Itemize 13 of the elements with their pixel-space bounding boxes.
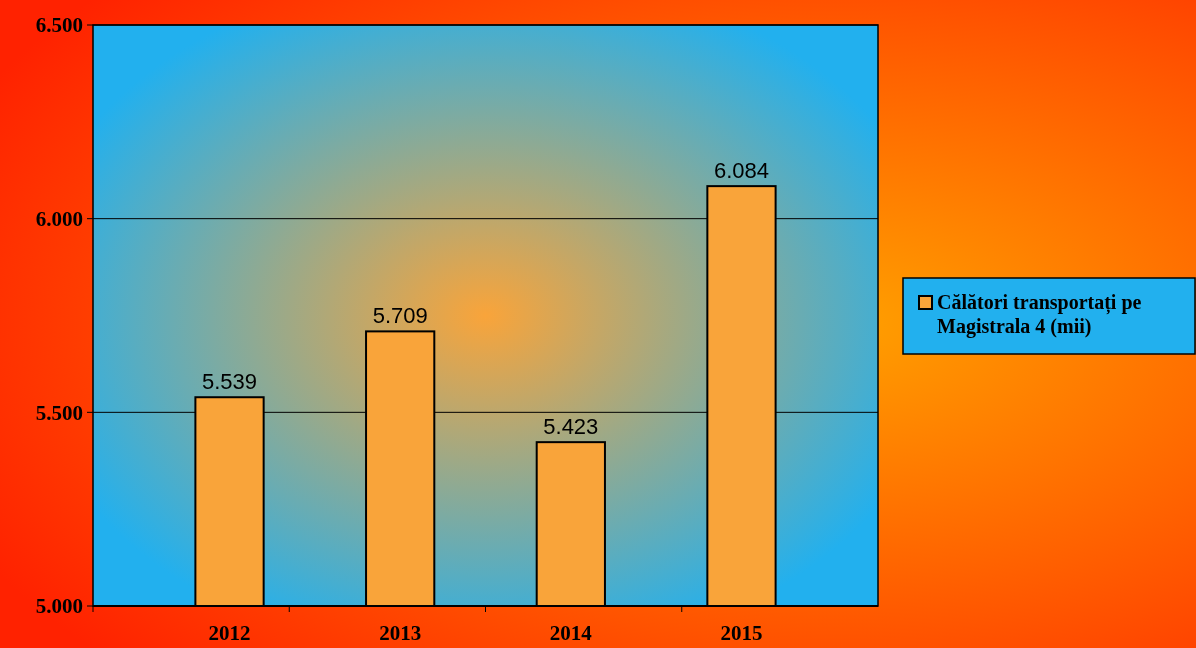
x-tick-label: 2015 [720,621,763,645]
y-tick-label: 5.000 [35,594,83,619]
data-label: 5.423 [543,414,599,440]
data-label: 5.709 [372,303,428,329]
data-label: 5.539 [201,369,258,395]
x-tick-label: 2012 [208,621,251,645]
x-tick-label: 2014 [549,621,593,645]
x-tick-label: 2013 [379,621,422,645]
y-tick-label: 6.000 [35,207,83,232]
y-tick-label: 5.500 [35,400,83,425]
legend-label: Călători transportați pe Magistrala 4 (mii) [937,291,1142,338]
data-label: 6.084 [713,158,770,184]
y-tick-label: 6.500 [35,13,83,38]
